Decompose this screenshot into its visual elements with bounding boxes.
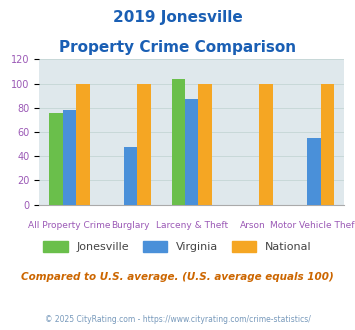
Bar [321, 83, 334, 205]
Text: Compared to U.S. average. (U.S. average equals 100): Compared to U.S. average. (U.S. average … [21, 272, 334, 282]
Bar [63, 110, 76, 205]
Text: Larceny & Theft: Larceny & Theft [155, 221, 228, 230]
Bar [137, 83, 151, 205]
Bar [260, 83, 273, 205]
Bar [76, 83, 90, 205]
Bar [198, 83, 212, 205]
Text: Motor Vehicle Theft: Motor Vehicle Theft [270, 221, 355, 230]
Bar [307, 138, 321, 205]
Legend: Jonesville, Virginia, National: Jonesville, Virginia, National [39, 237, 316, 257]
Bar [171, 79, 185, 205]
Text: Burglary: Burglary [111, 221, 150, 230]
Text: © 2025 CityRating.com - https://www.cityrating.com/crime-statistics/: © 2025 CityRating.com - https://www.city… [45, 315, 310, 324]
Bar [185, 99, 198, 205]
Bar [124, 147, 137, 205]
Text: Arson: Arson [240, 221, 266, 230]
Text: 2019 Jonesville: 2019 Jonesville [113, 10, 242, 25]
Bar [49, 113, 63, 205]
Text: All Property Crime: All Property Crime [28, 221, 111, 230]
Text: Property Crime Comparison: Property Crime Comparison [59, 40, 296, 54]
